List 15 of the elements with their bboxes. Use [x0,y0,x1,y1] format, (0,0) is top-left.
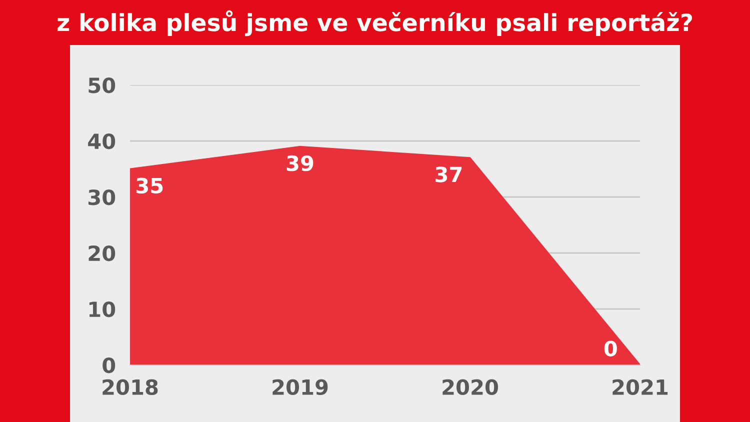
y-tick-label: 0 [102,357,116,374]
x-tick-label: 2020 [442,379,498,396]
data-label: 0 [604,340,617,356]
y-tick-label: 20 [88,245,116,262]
y-tick-label: 40 [88,133,116,150]
x-tick-label: 2019 [272,379,328,396]
chart-title: z kolika plesů jsme ve večerníku psali reportáž? [58,10,692,36]
y-tick-label: 30 [88,189,116,206]
x-tick-label: 2018 [102,379,158,396]
x-tick-label: 2021 [612,379,668,396]
y-tick-label: 10 [89,301,116,318]
data-label: 39 [286,155,314,172]
data-label: 37 [436,166,462,182]
data-label: 35 [136,178,163,194]
y-tick-label: 50 [88,77,116,94]
